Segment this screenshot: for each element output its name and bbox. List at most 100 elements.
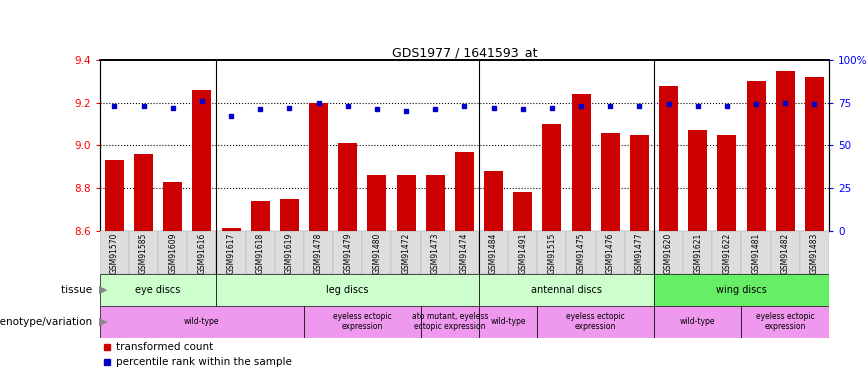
Bar — [100, 231, 129, 274]
Bar — [304, 306, 421, 338]
Bar — [158, 231, 187, 274]
Bar — [537, 306, 654, 338]
Text: GSM91621: GSM91621 — [694, 233, 702, 274]
Bar — [508, 231, 537, 274]
Bar — [129, 231, 158, 274]
Bar — [688, 130, 707, 231]
Text: GSM91491: GSM91491 — [518, 233, 527, 274]
Text: ato mutant, eyeless
ectopic expression: ato mutant, eyeless ectopic expression — [411, 312, 488, 331]
Bar — [455, 152, 474, 231]
Text: GSM91617: GSM91617 — [227, 233, 235, 274]
Text: GSM91475: GSM91475 — [576, 233, 586, 274]
Bar — [304, 231, 333, 274]
Text: GSM91570: GSM91570 — [110, 233, 119, 274]
Bar — [542, 124, 562, 231]
Bar — [421, 306, 479, 338]
Bar — [163, 182, 182, 231]
Text: GSM91618: GSM91618 — [256, 233, 265, 274]
Bar — [799, 231, 829, 274]
Text: GSM91619: GSM91619 — [285, 233, 294, 274]
Text: transformed count: transformed count — [115, 342, 214, 352]
Text: wild-type: wild-type — [184, 317, 220, 326]
Bar — [713, 231, 741, 274]
Bar — [683, 231, 713, 274]
Bar — [654, 231, 683, 274]
Bar — [421, 231, 450, 274]
Text: eyeless ectopic
expression: eyeless ectopic expression — [566, 312, 625, 331]
Bar — [367, 175, 386, 231]
Text: GSM91476: GSM91476 — [606, 233, 615, 274]
Text: antennal discs: antennal discs — [531, 285, 602, 295]
Bar — [805, 77, 824, 231]
Text: GSM91585: GSM91585 — [139, 233, 148, 274]
Bar — [216, 231, 246, 274]
Bar — [654, 274, 829, 306]
Text: leg discs: leg discs — [326, 285, 369, 295]
Bar — [479, 306, 537, 338]
Bar — [625, 231, 654, 274]
Text: GSM91477: GSM91477 — [635, 233, 644, 274]
Bar — [513, 192, 532, 231]
Bar — [595, 231, 625, 274]
Bar — [100, 306, 304, 338]
Text: genotype/variation: genotype/variation — [0, 316, 95, 327]
Bar — [279, 199, 299, 231]
Bar — [571, 94, 590, 231]
Text: GSM91616: GSM91616 — [197, 233, 207, 274]
Title: GDS1977 / 1641593_at: GDS1977 / 1641593_at — [391, 46, 537, 59]
Bar — [134, 154, 153, 231]
Text: GSM91620: GSM91620 — [664, 233, 673, 274]
Bar — [484, 171, 503, 231]
Bar — [246, 231, 275, 274]
Bar — [221, 228, 240, 231]
Text: eyeless ectopic
expression: eyeless ectopic expression — [756, 312, 814, 331]
Bar — [717, 135, 736, 231]
Text: GSM91515: GSM91515 — [548, 233, 556, 274]
Bar — [479, 231, 508, 274]
Bar — [105, 160, 124, 231]
Bar — [630, 135, 649, 231]
Text: GSM91473: GSM91473 — [431, 233, 440, 274]
Text: eye discs: eye discs — [135, 285, 181, 295]
Text: GSM91482: GSM91482 — [780, 233, 790, 274]
Bar — [659, 86, 678, 231]
Bar — [746, 81, 766, 231]
Text: wing discs: wing discs — [716, 285, 766, 295]
Bar — [601, 132, 620, 231]
Bar — [309, 103, 328, 231]
Text: GSM91478: GSM91478 — [314, 233, 323, 274]
Bar — [741, 306, 829, 338]
Text: GSM91480: GSM91480 — [372, 233, 381, 274]
Text: GSM91481: GSM91481 — [752, 233, 760, 274]
Bar — [450, 231, 479, 274]
Bar — [479, 274, 654, 306]
Text: wild-type: wild-type — [680, 317, 715, 326]
Text: GSM91622: GSM91622 — [722, 233, 732, 274]
Text: GSM91479: GSM91479 — [343, 233, 352, 274]
Bar — [333, 231, 362, 274]
Bar — [362, 231, 391, 274]
Bar — [251, 201, 270, 231]
Text: GSM91483: GSM91483 — [810, 233, 819, 274]
Bar — [391, 231, 421, 274]
Bar — [567, 231, 595, 274]
Bar — [100, 274, 216, 306]
Bar — [339, 143, 358, 231]
Text: GSM91474: GSM91474 — [460, 233, 469, 274]
Bar — [397, 175, 416, 231]
Text: ▶: ▶ — [99, 285, 108, 295]
Bar — [776, 70, 795, 231]
Bar — [187, 231, 216, 274]
Bar — [275, 231, 304, 274]
Text: percentile rank within the sample: percentile rank within the sample — [115, 357, 292, 367]
Bar — [537, 231, 567, 274]
Bar — [654, 306, 741, 338]
Bar — [193, 90, 212, 231]
Text: GSM91472: GSM91472 — [402, 233, 411, 274]
Text: GSM91484: GSM91484 — [489, 233, 498, 274]
Text: wild-type: wild-type — [490, 317, 526, 326]
Text: eyeless ectopic
expression: eyeless ectopic expression — [333, 312, 391, 331]
Bar — [425, 175, 444, 231]
Text: ▶: ▶ — [99, 316, 108, 327]
Bar — [771, 231, 799, 274]
